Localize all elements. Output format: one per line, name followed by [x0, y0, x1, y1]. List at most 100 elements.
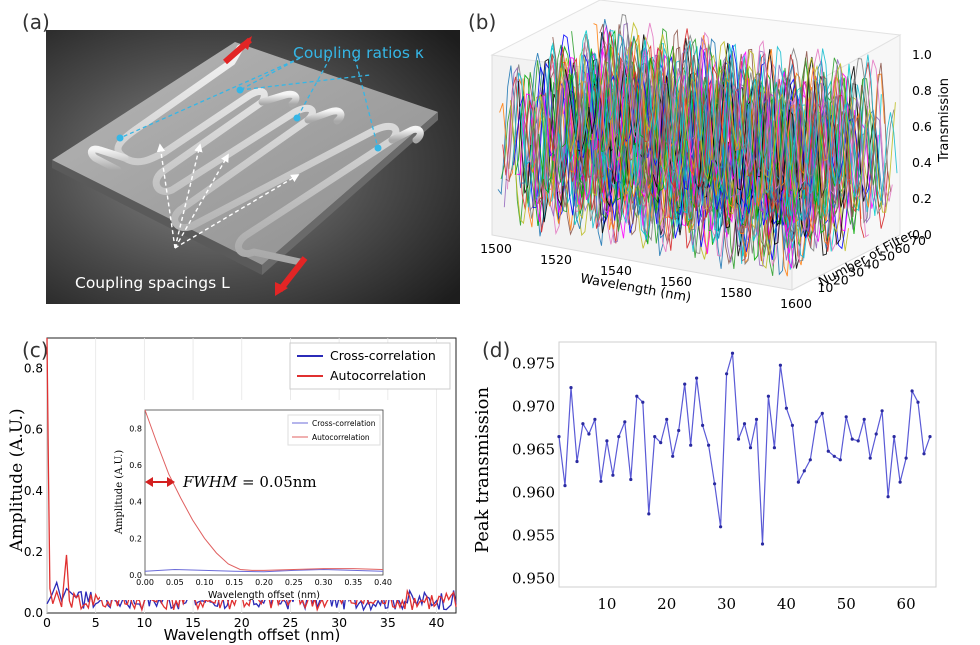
data-point [772, 446, 776, 450]
waveguide-network [87, 44, 424, 266]
data-point [874, 432, 878, 436]
legend: Cross-correlation Autocorrelation [289, 342, 451, 390]
data-point [892, 435, 896, 439]
annotation-coupling-ratios: Coupling ratios κ [293, 44, 424, 62]
data-point [928, 435, 932, 439]
panel-d: (d) 10 20 30 40 50 60 0.950 0.955 0.960 0.965 0.97… [470, 330, 980, 645]
data-point [677, 428, 681, 433]
data-point [689, 443, 693, 447]
z-tick-label: 1.0 [912, 47, 932, 62]
data-point [581, 422, 585, 426]
y-tick-label: 0.955 [512, 526, 555, 544]
data-point [868, 456, 872, 460]
data-point [611, 473, 615, 477]
filter-spectrum-line [597, 22, 890, 224]
chart-3d-transmission: 150015201540156015801600102030405060700.… [480, 0, 952, 311]
data-point [856, 439, 860, 443]
data-point [904, 456, 908, 460]
data-point [683, 382, 687, 386]
data-point [922, 452, 926, 456]
x-tick-label: 40 [777, 595, 796, 613]
x-tick-label: 1600 [780, 296, 812, 311]
x-tick-label: 1520 [540, 252, 572, 267]
data-point [641, 400, 645, 404]
y-tick-label: 0.965 [512, 440, 555, 458]
z-tick-label: 0.6 [912, 119, 932, 134]
x-tick-label: 60 [897, 595, 916, 613]
data-point [701, 423, 705, 427]
x-tick-label: 15 [185, 615, 201, 630]
inset-x-tick-label: 0.15 [225, 578, 243, 587]
inset-x-tick-label: 0.30 [315, 578, 333, 587]
panel-b-label: (b) [468, 10, 497, 34]
x-tick-label: 30 [331, 615, 347, 630]
data-point [742, 422, 747, 426]
y-tick-label: 70 [910, 233, 926, 248]
data-point [629, 477, 633, 482]
panel-a-label: (a) [22, 10, 50, 34]
data-point [569, 386, 573, 390]
data-point [760, 542, 765, 546]
data-point [593, 417, 597, 421]
inset-x-tick-label: 0.05 [166, 578, 184, 587]
data-point [820, 411, 824, 415]
x-tick-label: 10 [136, 615, 152, 630]
z-axis-label: Transmission [937, 78, 952, 163]
data-point [587, 432, 591, 436]
y-tick-label: 0.6 [24, 423, 43, 437]
x-tick-label: 25 [282, 615, 298, 630]
output-arrow-head [275, 282, 288, 296]
y-tick-label: 0.950 [512, 569, 555, 587]
fwhm-annotation: FWHM = 0.05nm [182, 473, 317, 491]
legend-box [289, 342, 451, 390]
data-point [665, 417, 669, 421]
y-axis-label: Amplitude (A.U.) [7, 408, 27, 552]
inset-x-tick-label: 0.25 [285, 578, 303, 587]
chart-correlation: 0 5 10 15 20 25 30 35 40 0.0 0.2 0.4 0.6 0.8 Waveleng… [7, 337, 457, 644]
data-point [814, 420, 818, 424]
inset-chart: 0.00 0.05 0.10 0.15 0.20 0.25 0.30 0.35 0.40 0.0 0… [100, 400, 400, 601]
x-tick-label: 10 [597, 595, 616, 613]
inset-tick-labels: 0.00 0.05 0.10 0.15 0.20 0.25 0.30 0.35 0.40 0.0 0… [129, 424, 392, 587]
inset-series-line-cross-correlation [144, 568, 384, 573]
chip-slab [52, 42, 438, 265]
inset-y-tick-label: 0.8 [129, 424, 142, 433]
inset-y-tick-label: 0.0 [129, 571, 142, 580]
tick-labels: 10 20 30 40 50 60 0.950 0.955 0.960 0.965 0.970 0.9… [512, 354, 916, 613]
filter-spectrum-line [586, 25, 879, 224]
data-point [623, 420, 627, 424]
input-arrow-head [240, 36, 252, 50]
data-point [778, 363, 782, 367]
filter-spectrum-line [599, 23, 892, 218]
inset-x-tick-label: 0.35 [344, 578, 362, 587]
data-point [748, 446, 753, 450]
x-tick-label: 5 [92, 615, 100, 630]
data-point [898, 480, 902, 484]
y-tick-label: 30 [848, 264, 864, 279]
data-point [736, 437, 741, 441]
panel-d-label: (d) [482, 338, 511, 362]
data-point [563, 484, 567, 488]
z-tick-label: 0.0 [912, 227, 932, 242]
fwhm-arrow-left [145, 477, 153, 487]
z-tick-label: 0.2 [912, 191, 932, 206]
data-point [725, 372, 729, 376]
y-tick-label: 0.0 [24, 606, 43, 620]
data-point [844, 415, 848, 419]
data-point [790, 423, 794, 427]
panel-c: (c) 0 5 10 15 20 25 30 35 40 0.0 0.2 0.4 0.6 0.8 Wave… [0, 330, 470, 645]
data-point [826, 449, 830, 453]
inset-y-axis-label: Amplitude (A.U.) [114, 450, 125, 535]
data-point [557, 435, 561, 439]
x-tick-label: 1560 [660, 274, 692, 289]
inset-x-tick-label: 0.00 [136, 578, 154, 587]
y-tick-label: 0.970 [512, 397, 555, 415]
x-tick-label: 1580 [720, 285, 752, 300]
y-tick-label: 40 [864, 257, 880, 272]
z-tick-label: 0.8 [912, 83, 932, 98]
inset-legend-cross: Cross-correlation [312, 419, 376, 428]
device-illustration: Coupling ratios κ Coupling spacings L [46, 30, 460, 304]
filter-spectrum-line [596, 28, 889, 229]
z-tick-label: 0.4 [912, 155, 932, 170]
legend-auto: Autocorrelation [330, 368, 426, 383]
